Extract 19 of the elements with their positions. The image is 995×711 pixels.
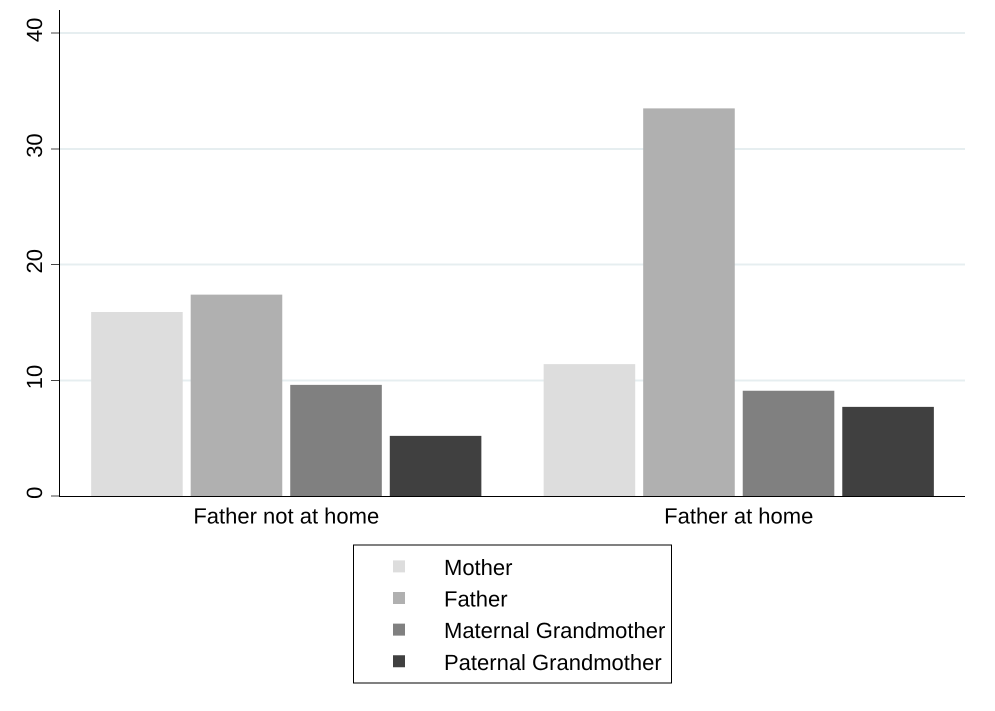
x-tick-label: Father at home: [664, 503, 814, 528]
x-tick-label: Father not at home: [193, 503, 380, 528]
legend-label: Maternal Grandmother: [444, 618, 666, 644]
bar: [290, 384, 382, 496]
bar: [643, 108, 735, 496]
bar: [742, 390, 834, 496]
legend-label: Father: [444, 586, 508, 612]
y-tick-label: 40: [22, 18, 48, 42]
bar: [390, 436, 482, 496]
y-tick-label: 20: [22, 249, 48, 274]
bar: [544, 364, 636, 496]
bar: [91, 312, 183, 496]
legend-label: Mother: [444, 554, 512, 580]
y-tick-label: 10: [22, 364, 48, 390]
y-tick-label: 0: [22, 486, 48, 499]
legend-label: Paternal Grandmother: [444, 650, 662, 675]
y-tick-label: 30: [22, 133, 48, 158]
bar: [190, 294, 282, 496]
bar: [842, 406, 934, 496]
